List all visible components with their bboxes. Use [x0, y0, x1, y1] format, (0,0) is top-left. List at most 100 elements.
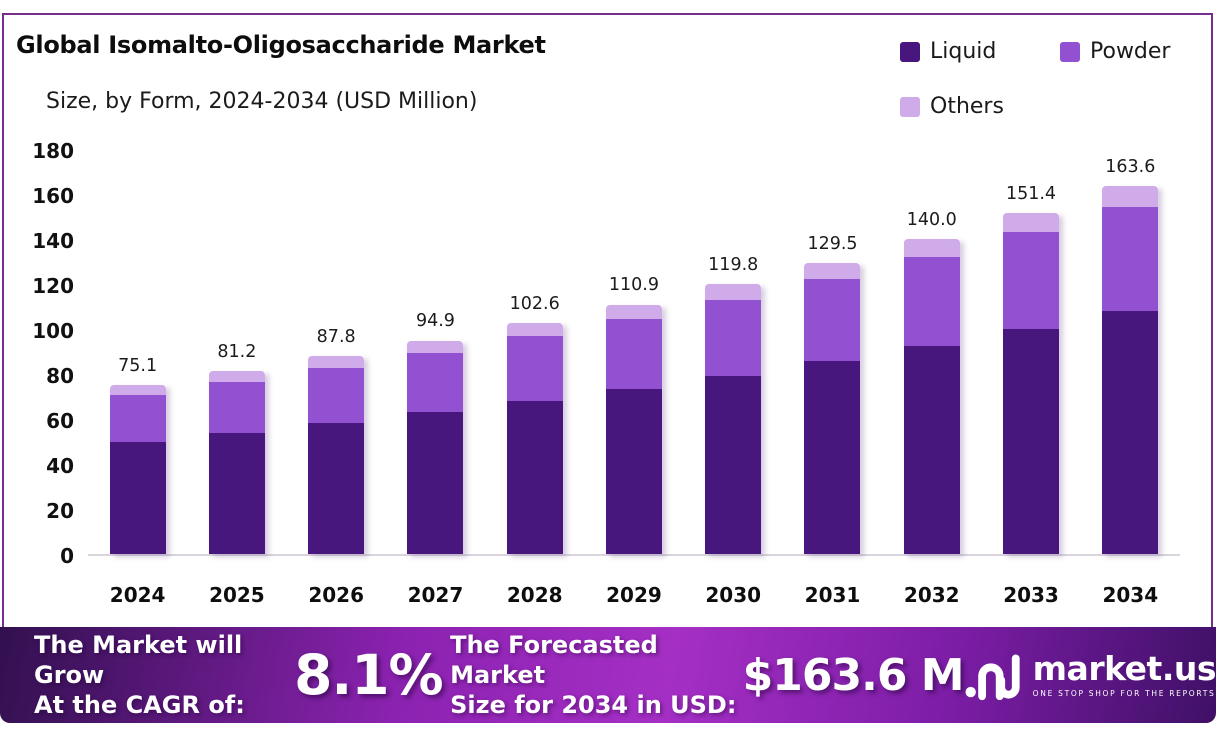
- segment-powder-2034: [1102, 206, 1159, 311]
- segment-powder-2032: [903, 256, 960, 346]
- brand-text: market.us ONE STOP SHOP FOR THE REPORTS: [1033, 652, 1216, 698]
- segment-powder-2028: [506, 336, 563, 401]
- bar-stack-2032: [903, 239, 960, 554]
- x-label-2026: 2026: [308, 583, 364, 607]
- forecast-caption: The Forecasted Market Size for 2034 in U…: [450, 630, 739, 720]
- bar-2024: 75.1: [88, 151, 187, 554]
- segment-liquid-2027: [407, 412, 464, 554]
- y-tick-140: 140: [32, 229, 74, 253]
- bar-value-2026: 87.8: [316, 327, 356, 348]
- y-tick-60: 60: [46, 409, 74, 433]
- bar-value-2028: 102.6: [509, 294, 560, 315]
- cagr-caption-line2: At the CAGR of:: [34, 691, 245, 719]
- bar-value-2033: 151.4: [1005, 184, 1057, 205]
- x-label-2027: 2027: [407, 583, 464, 607]
- x-axis-labels: 2024 2025 2026 2027 2028 2029 2030 2031 2032 2033…: [88, 583, 1180, 607]
- cagr-caption: The Market will Grow At the CAGR of:: [34, 630, 294, 720]
- segment-liquid-2032: [903, 345, 960, 554]
- segment-liquid-2030: [705, 375, 762, 554]
- bar-2033: 151.4: [981, 151, 1080, 554]
- liquid-swatch-icon: [900, 41, 920, 62]
- bar-value-2027: 94.9: [415, 311, 455, 332]
- legend-label-powder: Powder: [1090, 39, 1171, 64]
- segment-powder-2026: [308, 367, 365, 424]
- x-label-2030: 2030: [705, 583, 762, 607]
- x-label-2029: 2029: [606, 583, 662, 607]
- segment-powder-2025: [208, 381, 265, 433]
- segment-liquid-2033: [1003, 328, 1060, 554]
- brand-block: market.us ONE STOP SHOP FOR THE REPORTS: [965, 649, 1216, 701]
- bar-stack-2031: [804, 262, 861, 554]
- segment-others-2026: [308, 356, 365, 368]
- bar-stack-2029: [605, 304, 662, 554]
- legend-label-others: Others: [930, 94, 1004, 119]
- bar-2034: 163.6: [1081, 151, 1180, 554]
- bar-stack-2025: [208, 371, 265, 554]
- y-tick-80: 80: [46, 364, 74, 388]
- plot-area: 75.1 81.2 87.8 94.9 102.6 110.9 119.8 129.5 140.…: [88, 151, 1180, 556]
- segment-others-2033: [1003, 213, 1060, 233]
- bar-value-2025: 81.2: [217, 342, 257, 363]
- segment-powder-2024: [109, 394, 166, 442]
- forecast-caption-line2: Size for 2034 in USD:: [450, 691, 737, 719]
- y-tick-120: 120: [32, 274, 74, 298]
- bar-2029: 110.9: [584, 151, 683, 554]
- bar-stack-2027: [407, 340, 464, 554]
- powder-swatch-icon: [1060, 41, 1080, 62]
- segment-others-2029: [605, 304, 662, 319]
- forecast-value: $163.6 M: [742, 649, 965, 701]
- x-label-2028: 2028: [506, 583, 563, 607]
- segment-liquid-2026: [308, 423, 365, 554]
- y-tick-40: 40: [46, 454, 74, 478]
- segment-others-2032: [903, 239, 960, 257]
- segment-others-2031: [804, 262, 861, 280]
- segment-others-2034: [1102, 185, 1159, 207]
- bar-value-2031: 129.5: [807, 233, 858, 254]
- x-label-2034: 2034: [1102, 583, 1159, 607]
- chart-subtitle: Size, by Form, 2024-2034 (USD Million): [46, 89, 478, 114]
- forecast-caption-line1: The Forecasted Market: [450, 631, 658, 689]
- bar-2031: 129.5: [783, 151, 882, 554]
- segment-others-2027: [407, 340, 464, 353]
- brand-name: market.us: [1032, 649, 1216, 688]
- bar-2025: 81.2: [187, 151, 286, 554]
- bar-stack-2033: [1003, 213, 1060, 554]
- brand-tagline: ONE STOP SHOP FOR THE REPORTS: [1032, 689, 1216, 698]
- segment-liquid-2025: [208, 432, 265, 554]
- bar-value-2032: 140.0: [906, 210, 957, 230]
- bar-2030: 119.8: [684, 151, 783, 554]
- y-tick-180: 180: [32, 139, 74, 163]
- bar-stack-2026: [308, 356, 365, 554]
- y-tick-100: 100: [32, 319, 74, 343]
- chart-legend: Liquid Powder Others: [900, 39, 1200, 119]
- segment-others-2025: [208, 371, 265, 382]
- cagr-caption-line1: The Market will Grow: [34, 631, 243, 689]
- legend-label-liquid: Liquid: [930, 39, 997, 64]
- x-label-2024: 2024: [109, 583, 166, 607]
- cagr-value: 8.1%: [294, 643, 444, 707]
- segment-others-2024: [109, 385, 166, 395]
- segment-powder-2031: [804, 279, 861, 362]
- bar-value-2034: 163.6: [1105, 156, 1156, 177]
- bar-stack-2024: [109, 385, 166, 554]
- segment-powder-2030: [705, 299, 762, 376]
- segment-liquid-2031: [804, 361, 861, 554]
- bar-2032: 140.0: [882, 151, 981, 554]
- y-axis: 180 160 140 120 100 80 60 40 20 0: [8, 139, 74, 568]
- segment-others-2028: [506, 323, 563, 337]
- segment-powder-2027: [407, 352, 464, 413]
- y-tick-20: 20: [46, 499, 74, 523]
- y-tick-160: 160: [32, 184, 74, 208]
- marketus-logo-icon: [965, 654, 1020, 701]
- bar-stack-2034: [1102, 185, 1159, 554]
- others-swatch-icon: [900, 96, 920, 117]
- bar-value-2030: 119.8: [708, 255, 759, 276]
- legend-item-others: Others: [900, 94, 1060, 119]
- bar-stack-2030: [705, 284, 762, 554]
- bar-2026: 87.8: [287, 151, 386, 554]
- segment-powder-2029: [605, 318, 662, 389]
- bottom-banner: The Market will Grow At the CAGR of: 8.1…: [0, 627, 1216, 723]
- chart-title: Global Isomalto-Oligosaccharide Market: [16, 31, 546, 59]
- bar-value-2029: 110.9: [608, 275, 660, 296]
